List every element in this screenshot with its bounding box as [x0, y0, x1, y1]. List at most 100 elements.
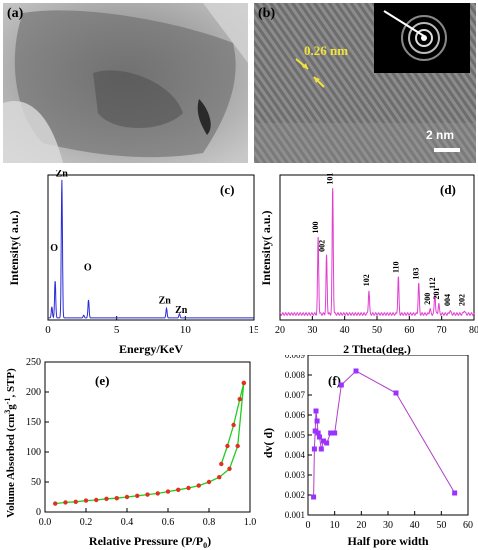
pore-ytick-label: 0.008 [285, 370, 306, 380]
bet-xtick-label: 0.4 [121, 517, 134, 528]
panel-label-e: (e) [95, 373, 109, 388]
bet-xtick-label: 1.0 [244, 517, 257, 528]
xrd-peak-label: 004 [443, 294, 452, 306]
xrd-xtick-label: 30 [307, 325, 317, 336]
panel-label-f: (f) [328, 373, 341, 388]
bet-ytick-label: 100 [26, 447, 41, 458]
pore-ytick-label: 0.006 [285, 410, 306, 420]
bet-xlabel: Relative Pressure (P/P0) [89, 534, 211, 550]
hrtem-image-b: (b) 0.26 nm 2 nm [254, 3, 476, 163]
xrd-xlabel: 2 Theta(deg.) [343, 342, 411, 356]
eds-peak-label: O [84, 262, 92, 273]
bet-data-point [231, 422, 236, 428]
xrd-peak-label: 100 [311, 221, 320, 233]
eds-peak-label: Zn [159, 295, 172, 306]
pore-ytick-label: 0.009 [285, 355, 306, 360]
pore-xtick-label: 20 [356, 520, 366, 531]
pore-data-point [312, 428, 318, 434]
pore-data-point [314, 418, 320, 424]
saed-inset [374, 3, 470, 73]
pore-data-point [332, 430, 338, 436]
eds-peak-label: Zn [175, 305, 188, 316]
bet-ylabel: Volume Absorbed (cm3g-1, STP) [3, 368, 17, 518]
pore-xtick-label: 60 [463, 520, 473, 531]
pore-xtick-label: 50 [436, 520, 446, 531]
pore-data-point [320, 438, 326, 444]
pore-chart: (f) 0 10 20 30 40 50 60 0.001 0.002 0.003 0.004 0.0… [261, 355, 473, 548]
scale-bar-label: 2 nm [426, 128, 455, 142]
eds-xtick-label: 5 [114, 324, 120, 336]
xrd-peak-label: 110 [391, 261, 400, 273]
tem-image-a-graphic [3, 3, 248, 163]
bet-data-point [241, 380, 247, 386]
saed-pattern [383, 10, 447, 61]
panel-label-d: (d) [440, 182, 456, 197]
bet-ytick-label: 200 [26, 387, 41, 398]
pore-xtick-label: 30 [383, 520, 393, 531]
bet-adsorption-line [55, 382, 245, 505]
pore-data-point [353, 368, 359, 374]
xrd-peak-label: 101 [326, 173, 335, 185]
xrd-xtick-label: 20 [275, 325, 285, 336]
pore-ylabel: dv( d) [261, 428, 275, 458]
scale-bar [434, 148, 460, 152]
eds-xtick-label: 10 [180, 324, 192, 336]
bet-data-point [124, 494, 130, 500]
bet-data-point [225, 443, 230, 449]
bet-data-point [83, 498, 89, 503]
pore-ytick-label: 0.002 [285, 490, 305, 500]
bet-xtick-label: 0.2 [80, 517, 93, 528]
bet-data-point [176, 487, 181, 492]
pore-xlabel: Half pore width [347, 534, 428, 548]
pore-xtick-label: 10 [330, 520, 340, 531]
xrd-peak-label: 002 [318, 240, 327, 252]
xrd-peak-label: 103 [412, 268, 421, 280]
bet-chart: (e) 0.0 0.2 0.4 0.6 0.8 1.0 0 50 100 150 200 250 Re… [3, 357, 257, 550]
tem-image-a: (a) [3, 3, 248, 163]
bet-data-point [53, 501, 58, 506]
pore-data-point [324, 440, 330, 446]
pore-data-point [452, 490, 458, 496]
bet-data-point [206, 479, 212, 485]
pore-ytick-label: 0.003 [285, 470, 306, 480]
bet-ytick-label: 250 [26, 357, 41, 368]
bet-ytick-label: 0 [36, 507, 41, 518]
pore-data-point [311, 446, 317, 452]
pore-xtick-label: 40 [410, 520, 420, 531]
panel-label-b: (b) [258, 6, 276, 21]
xrd-peak-label: 201 [432, 287, 441, 299]
bet-data-point [235, 443, 240, 449]
xrd-xtick-label: 60 [404, 325, 414, 336]
pore-data-point [315, 430, 321, 436]
pore-data-point [393, 390, 399, 396]
bet-data-point [104, 496, 109, 501]
bet-ytick-label: 150 [26, 417, 41, 428]
pore-ytick-label: 0.001 [285, 510, 305, 520]
pore-data-point [328, 430, 334, 436]
bet-ytick-label: 50 [31, 477, 41, 488]
xrd-xtick-label: 80 [469, 325, 478, 336]
bet-data-point [186, 485, 191, 491]
xrd-chart: (d) 20 30 40 50 60 70 80 100 002 101 102 110 103 200… [259, 173, 478, 356]
xrd-pattern-line [279, 188, 475, 317]
bet-data-point [217, 475, 222, 480]
pore-data-point [318, 446, 324, 452]
eds-spectrum-line [48, 179, 254, 319]
lattice-spacing-label: 0.26 nm [304, 43, 349, 58]
eds-peak-label: O [50, 243, 58, 254]
pore-data-point [316, 434, 322, 440]
bet-xtick-label: 0.0 [39, 517, 52, 528]
xrd-peak-label: 200 [423, 293, 432, 305]
bet-data-point [63, 500, 68, 505]
xrd-xtick-label: 50 [372, 325, 382, 336]
bet-data-point [237, 397, 242, 402]
bet-data-point [219, 461, 224, 467]
bet-data-point [73, 499, 78, 504]
pore-data-point [338, 382, 344, 388]
xrd-peak-label: 102 [362, 274, 371, 286]
bet-data-point [165, 489, 171, 494]
bet-data-point [196, 483, 201, 488]
pore-xtick-label: 0 [306, 520, 311, 531]
pore-data-point [313, 408, 319, 414]
